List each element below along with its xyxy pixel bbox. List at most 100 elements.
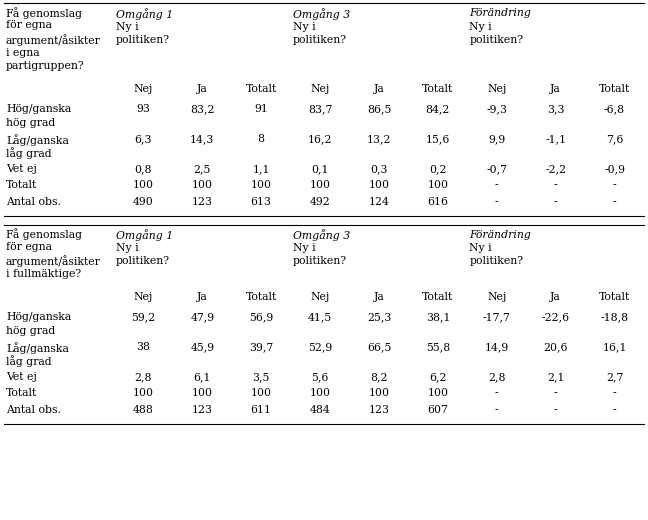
Text: -18,8: -18,8 [601,312,629,322]
Text: 15,6: 15,6 [426,134,450,144]
Text: 0,1: 0,1 [311,164,329,174]
Text: 1,1: 1,1 [253,164,270,174]
Text: 91: 91 [254,104,268,114]
Text: politiken?: politiken? [293,256,347,266]
Text: politiken?: politiken? [469,35,524,45]
Text: Omgång 3: Omgång 3 [293,229,350,241]
Text: för egna: för egna [6,242,52,252]
Text: 124: 124 [369,197,389,207]
Text: Ja: Ja [197,84,208,95]
Text: 14,3: 14,3 [190,134,214,144]
Text: 100: 100 [251,388,272,398]
Text: -17,7: -17,7 [483,312,511,322]
Text: Förändring: Förändring [469,8,531,18]
Text: Ny i: Ny i [469,21,492,32]
Text: 93: 93 [137,104,150,114]
Text: 6,1: 6,1 [194,372,211,382]
Text: Totalt: Totalt [246,84,277,95]
Text: Totalt: Totalt [599,84,631,95]
Text: 20,6: 20,6 [544,342,568,352]
Text: 16,2: 16,2 [308,134,332,144]
Text: 2,1: 2,1 [547,372,564,382]
Text: -: - [554,388,557,398]
Text: -: - [613,405,616,415]
Text: 490: 490 [133,197,154,207]
Text: -: - [554,405,557,415]
Text: Totalt: Totalt [6,388,37,398]
Text: 8,2: 8,2 [370,372,388,382]
Text: 83,7: 83,7 [308,104,332,114]
Text: 100: 100 [133,388,154,398]
Text: 616: 616 [428,197,448,207]
Text: Ja: Ja [197,292,208,303]
Text: argument/åsikter: argument/åsikter [6,255,101,267]
Text: Ja: Ja [374,84,384,95]
Text: Ja: Ja [374,292,384,303]
Text: -0,7: -0,7 [486,164,507,174]
Text: 7,6: 7,6 [606,134,623,144]
Text: -: - [495,180,498,190]
Text: Totalt: Totalt [599,292,631,303]
Text: argument/åsikter: argument/åsikter [6,34,101,46]
Text: -1,1: -1,1 [545,134,566,144]
Text: Nej: Nej [310,292,330,303]
Text: Ja: Ja [550,292,561,303]
Text: Nej: Nej [487,292,507,303]
Text: 86,5: 86,5 [367,104,391,114]
Text: -2,2: -2,2 [545,164,566,174]
Text: 0,3: 0,3 [370,164,388,174]
Text: 9,9: 9,9 [488,134,505,144]
Text: 100: 100 [428,388,448,398]
Text: -: - [554,197,557,207]
Text: Förändring: Förändring [469,229,531,240]
Text: Låg/ganska: Låg/ganska [6,134,69,146]
Text: 2,7: 2,7 [606,372,623,382]
Text: Få genomslag: Få genomslag [6,7,82,19]
Text: Omgång 1: Omgång 1 [116,229,173,241]
Text: 100: 100 [310,388,330,398]
Text: 2,8: 2,8 [488,372,505,382]
Text: Hög/ganska: Hög/ganska [6,104,71,114]
Text: -9,3: -9,3 [486,104,507,114]
Text: 611: 611 [251,405,272,415]
Text: 3,3: 3,3 [547,104,564,114]
Text: -: - [554,180,557,190]
Text: Nej: Nej [133,292,153,303]
Text: hög grad: hög grad [6,326,55,335]
Text: 492: 492 [310,197,330,207]
Text: Nej: Nej [310,84,330,95]
Text: 100: 100 [428,180,448,190]
Text: 0,2: 0,2 [429,164,446,174]
Text: 123: 123 [192,405,213,415]
Text: Totalt: Totalt [6,180,37,190]
Text: 59,2: 59,2 [132,312,156,322]
Text: 613: 613 [251,197,272,207]
Text: 38: 38 [137,342,150,352]
Text: i fullmäktige?: i fullmäktige? [6,269,81,279]
Text: 2,5: 2,5 [194,164,211,174]
Text: Antal obs.: Antal obs. [6,197,61,207]
Text: 41,5: 41,5 [308,312,332,322]
Text: politiken?: politiken? [293,35,347,45]
Text: 16,1: 16,1 [602,342,627,352]
Text: 100: 100 [369,180,389,190]
Text: -: - [613,388,616,398]
Text: Nej: Nej [133,84,153,95]
Text: 100: 100 [192,388,213,398]
Text: 6,3: 6,3 [135,134,152,144]
Text: 100: 100 [192,180,213,190]
Text: 55,8: 55,8 [426,342,450,352]
Text: för egna: för egna [6,20,52,31]
Text: 488: 488 [133,405,154,415]
Text: 56,9: 56,9 [249,312,273,322]
Text: Omgång 1: Omgång 1 [116,8,173,20]
Text: -6,8: -6,8 [604,104,625,114]
Text: Hög/ganska: Hög/ganska [6,312,71,322]
Text: Låg/ganska: Låg/ganska [6,342,69,354]
Text: Nej: Nej [487,84,507,95]
Text: politiken?: politiken? [116,35,170,45]
Text: 5,6: 5,6 [312,372,329,382]
Text: Ja: Ja [550,84,561,95]
Text: i egna: i egna [6,47,40,58]
Text: 8: 8 [258,134,265,144]
